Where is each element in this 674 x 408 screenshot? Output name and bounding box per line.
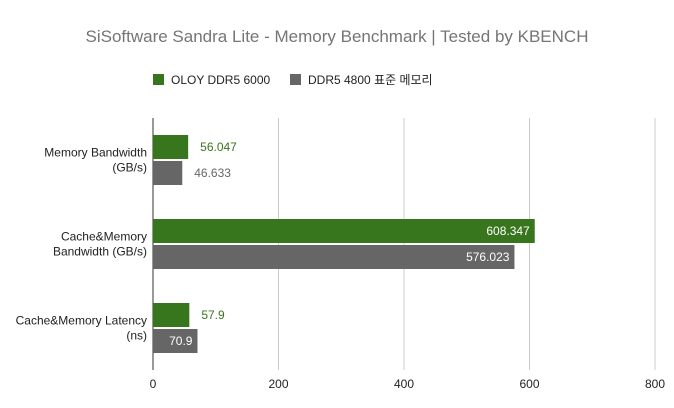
bar (153, 329, 198, 353)
category-label: Cache&Memory (61, 230, 147, 244)
category-labels: Memory Bandwidth(GB/s) Cache&MemoryBandwi… (16, 146, 147, 343)
category-label: Bandwidth (GB/s) (53, 245, 147, 259)
data-label: 46.633 (194, 166, 231, 180)
legend-label-ddr5-4800: DDR5 4800 표준 메모리 (308, 73, 433, 87)
bar (153, 245, 515, 269)
bars (153, 135, 535, 353)
data-label: 576.023 (466, 250, 510, 264)
legend-swatch-ddr5-4800 (290, 74, 301, 85)
data-labels: 56.047 46.633 608.347 576.023 57.9 70.9 (169, 140, 530, 348)
x-tick-label: 800 (645, 377, 665, 391)
x-axis-tick-labels: 0 200 400 600 800 (150, 377, 666, 391)
x-tick-label: 400 (394, 377, 414, 391)
bar (153, 303, 190, 327)
x-tick-label: 200 (268, 377, 288, 391)
category-label: (GB/s) (112, 161, 147, 175)
data-label: 608.347 (486, 224, 530, 238)
x-tick-label: 600 (519, 377, 539, 391)
legend-label-oloy: OLOY DDR5 6000 (171, 73, 270, 87)
chart-title: SiSoftware Sandra Lite - Memory Benchmar… (86, 27, 589, 46)
category-label: (ns) (126, 329, 147, 343)
data-label: 57.9 (201, 308, 225, 322)
legend: OLOY DDR5 6000 DDR5 4800 표준 메모리 (153, 73, 433, 87)
data-label: 56.047 (200, 140, 237, 154)
data-label: 70.9 (169, 334, 193, 348)
bar (153, 219, 535, 243)
category-label: Cache&Memory Latency (16, 314, 147, 328)
gridlines (152, 118, 656, 370)
bar (153, 161, 183, 185)
legend-swatch-oloy (153, 74, 164, 85)
x-tick-label: 0 (150, 377, 157, 391)
bar (153, 135, 189, 159)
category-label: Memory Bandwidth (44, 146, 147, 160)
